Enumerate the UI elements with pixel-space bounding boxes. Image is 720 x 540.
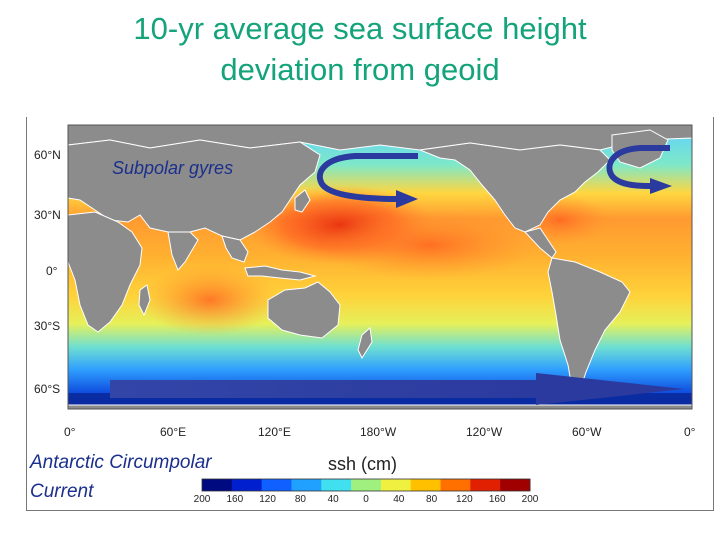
map-frame [67,124,693,410]
colorbar-tick-label: 40 [328,494,340,505]
africa-land [68,211,143,333]
colorbar-swatch [291,479,322,491]
colorbar-label: ssh (cm) [328,454,397,474]
latitude-axis: 60°N 30°N 0° 30°S 60°S [34,148,61,396]
colorbar-frame [201,478,531,492]
colorbar-swatch [202,479,233,491]
pacific-gyre-arrowhead [396,190,418,208]
lon-label-60e: 60°E [160,425,186,439]
colorbar-swatch [440,479,471,491]
lat-label-0: 0° [46,264,58,278]
colorbar-swatch [231,479,263,491]
acc-arrow [110,373,684,405]
figure-frame [26,117,714,511]
colorbar: 200 160 120 80 40 0 40 80 120 160 200 [194,478,539,505]
australia-land [267,281,341,339]
indonesia-land [244,265,317,281]
japan-land [294,189,311,213]
colorbar-tick-label: 0 [363,494,369,505]
atlantic-gyre-arrowhead [650,178,672,194]
se-asia-land [221,235,249,263]
colorbar-tick-label: 120 [456,494,473,505]
longitude-axis: 0° 60°E 120°E 180°W 120°W 60°W 0° [64,425,696,439]
atlantic-gyre-arrow [606,145,670,189]
lon-label-0-left: 0° [64,425,76,439]
lat-label-30n: 30°N [34,208,61,222]
acc-label-line-1: Antarctic Circumpolar [29,452,212,473]
colorbar-swatch [351,479,382,491]
lon-label-60w: 60°W [572,425,602,439]
title-line-2: deviation from geoid [220,52,500,87]
slide-title: 10-yr average sea surface height deviati… [0,8,720,90]
lon-label-180w: 180°W [360,425,397,439]
colorbar-tick-label: 40 [393,494,405,505]
india-land [167,231,199,271]
pacific-gyre-arrow [316,153,418,202]
colorbar-tick-label: 120 [259,494,276,505]
new-zealand-land [357,327,373,360]
colorbar-swatch [261,479,292,491]
lat-label-60s: 60°S [34,382,60,396]
colorbar-tick-label: 80 [295,494,307,505]
acc-label-line-2: Current [30,481,94,502]
colorbar-tick-label: 200 [194,494,211,505]
central-america-land [524,227,557,259]
subpolar-gyres-label: Subpolar gyres [112,158,233,178]
antarctica-land [68,404,692,409]
land-masses [68,125,692,409]
lon-label-120w: 120°W [466,425,503,439]
colorbar-swatch [321,479,352,491]
colorbar-swatch [470,479,501,491]
colorbar-swatch [410,479,442,491]
colorbar-tick-label: 200 [522,494,539,505]
lon-label-0-right: 0° [684,425,696,439]
subpolar-gyre-arrows [316,145,672,208]
lon-label-120e: 120°E [258,425,291,439]
lat-label-30s: 30°S [34,319,60,333]
colorbar-swatch [380,479,412,491]
madagascar-land [138,284,151,317]
colorbar-tick-label: 160 [489,494,506,505]
south-america-land [547,257,631,391]
colorbar-tick-label: 80 [426,494,438,505]
title-line-1: 10-yr average sea surface height [133,11,587,46]
colorbar-swatch [500,479,531,491]
colorbar-tick-label: 160 [226,494,243,505]
lat-label-60n: 60°N [34,148,61,162]
north-america-land [418,142,611,233]
